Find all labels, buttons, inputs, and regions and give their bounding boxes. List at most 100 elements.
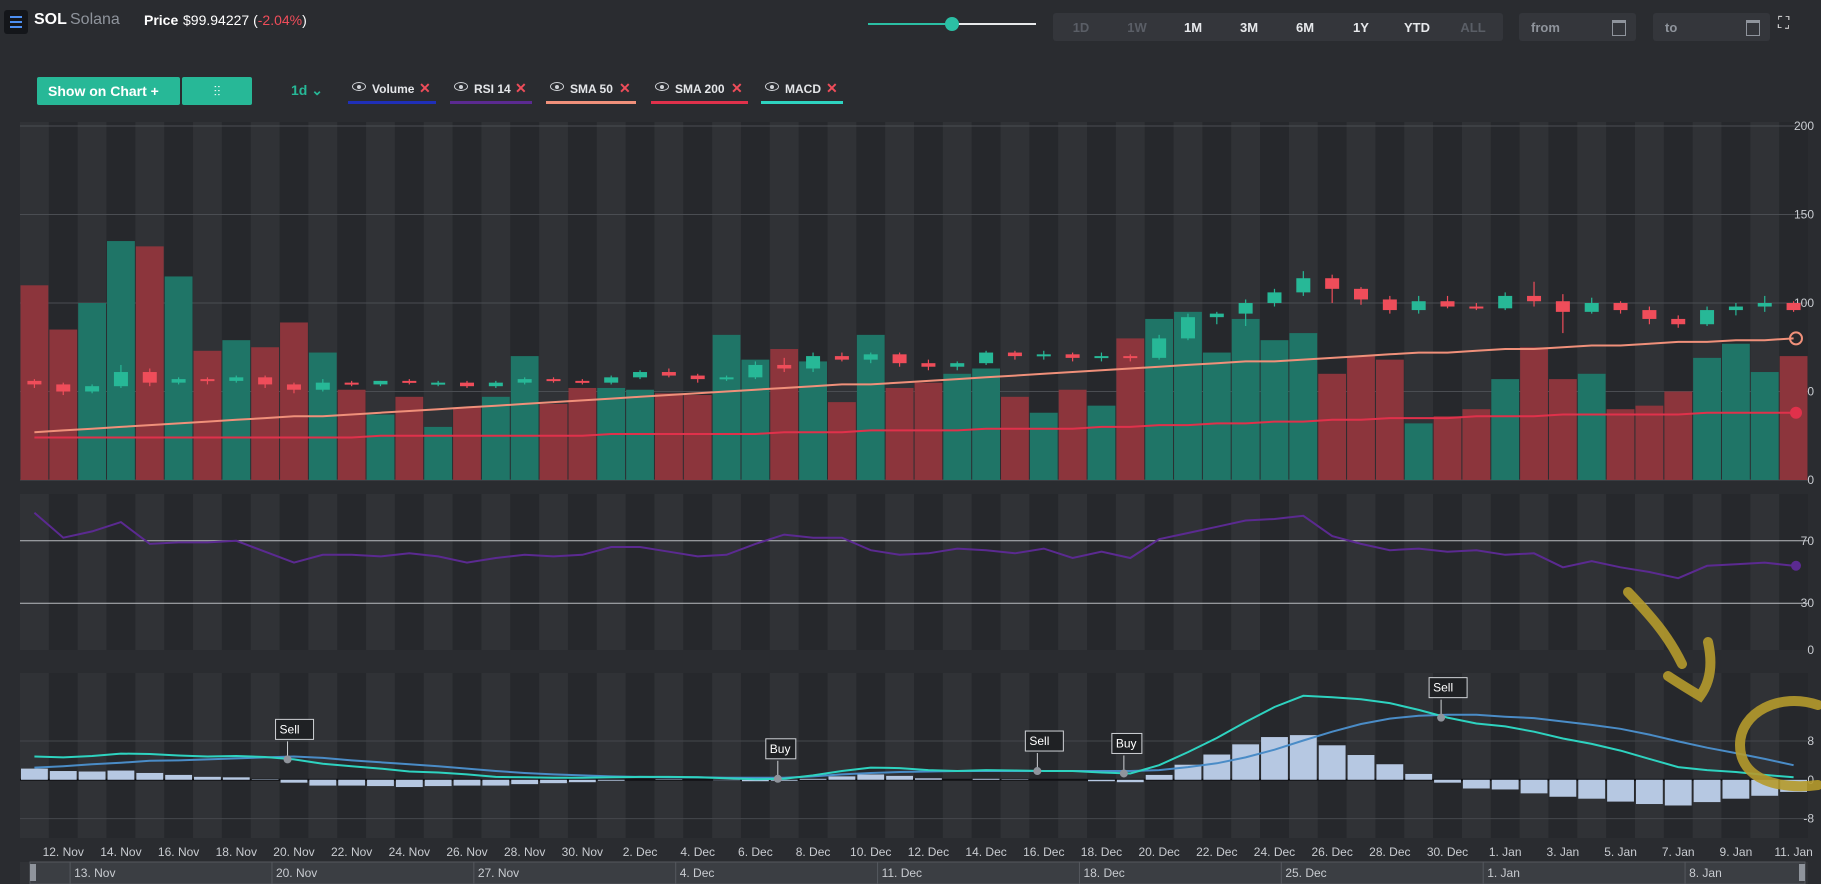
- candle-body: [431, 382, 446, 385]
- remove-icon[interactable]: ✕: [419, 80, 431, 96]
- column-stripe: [885, 494, 914, 650]
- candle-body: [258, 377, 273, 385]
- macd-histogram-bar: [1693, 779, 1721, 803]
- macd-histogram-bar: [1751, 779, 1779, 796]
- remove-icon[interactable]: ✕: [515, 80, 527, 96]
- macd-histogram-bar: [1203, 754, 1231, 780]
- column-stripe: [1115, 673, 1145, 838]
- candle-body: [604, 377, 619, 383]
- remove-icon[interactable]: ✕: [826, 80, 838, 96]
- volume-bar: [856, 334, 885, 480]
- macd-histogram-bar: [540, 779, 567, 784]
- candle-body: [488, 382, 503, 387]
- remove-icon[interactable]: ✕: [619, 80, 631, 96]
- candle-body: [1094, 356, 1109, 359]
- column-stripe: [308, 494, 338, 650]
- range-3m[interactable]: 3M: [1239, 20, 1259, 35]
- candle-body: [1238, 303, 1253, 314]
- column-stripe: [423, 122, 453, 480]
- macd-axis-label: -8: [1803, 812, 1814, 826]
- column-stripe: [366, 494, 395, 650]
- range-1w[interactable]: 1W: [1127, 20, 1147, 35]
- zoom-slider[interactable]: [868, 17, 1036, 31]
- column-stripe: [308, 122, 338, 480]
- column-stripe: [308, 673, 338, 838]
- candle-body: [1527, 295, 1542, 302]
- volume-bar: [107, 241, 135, 480]
- column-stripe: [1058, 673, 1088, 838]
- range-all[interactable]: ALL: [1460, 20, 1486, 35]
- eye-icon[interactable]: [765, 82, 779, 91]
- indicator-label: Volume: [372, 82, 415, 96]
- macd-axis-label: 0: [1807, 773, 1814, 787]
- volume-bar: [827, 402, 856, 480]
- macd-histogram-bar: [280, 779, 308, 783]
- column-stripe: [1115, 122, 1145, 480]
- show-on-chart-button[interactable]: Show on Chart +: [37, 77, 180, 105]
- indicator-sma50[interactable]: SMA 50 ✕: [546, 72, 636, 104]
- fullscreen-icon[interactable]: ⛶: [1778, 15, 1790, 32]
- macd-histogram-bar: [1376, 764, 1404, 780]
- column-stripe: [1461, 494, 1491, 650]
- candlestick-icon[interactable]: ⫶⫶: [182, 77, 252, 105]
- range-ytd[interactable]: YTD: [1404, 20, 1430, 35]
- price-change: -2.04%: [257, 12, 303, 28]
- macd-histogram-bar: [568, 779, 596, 783]
- volume-bar: [193, 350, 222, 480]
- indicator-volume[interactable]: Volume ✕: [348, 72, 436, 104]
- range-1m[interactable]: 1M: [1183, 20, 1203, 35]
- navigator-label: 4. Dec: [680, 866, 715, 880]
- calendar-icon[interactable]: [1612, 20, 1626, 36]
- volume-bar: [1520, 347, 1548, 480]
- candle-body: [1382, 299, 1397, 311]
- range-6m[interactable]: 6M: [1295, 20, 1315, 35]
- candle-body: [85, 386, 100, 392]
- x-axis-label: 28. Nov: [504, 845, 545, 859]
- column-stripe: [1519, 122, 1549, 480]
- indicator-rsi[interactable]: RSI 14 ✕: [450, 72, 532, 104]
- column-stripe: [827, 122, 857, 480]
- volume-bar: [1693, 357, 1721, 480]
- from-date-input[interactable]: from: [1519, 13, 1636, 41]
- remove-icon[interactable]: ✕: [731, 80, 743, 96]
- macd-histogram-bar: [770, 779, 798, 781]
- volume-bar: [280, 322, 308, 480]
- candle-body: [979, 352, 994, 364]
- volume-bar: [1145, 318, 1174, 480]
- column-stripe: [1634, 494, 1664, 650]
- range-1y[interactable]: 1Y: [1353, 20, 1369, 35]
- column-stripe: [1288, 122, 1318, 480]
- volume-bar: [1491, 379, 1520, 480]
- indicator-underline: [761, 101, 843, 104]
- interval-select[interactable]: 1d ⌄: [291, 82, 323, 99]
- column-stripe: [1173, 494, 1203, 650]
- volume-bar: [972, 368, 1001, 480]
- candle-body: [1036, 354, 1051, 357]
- macd-histogram-bar: [1405, 773, 1433, 780]
- indicator-sma200[interactable]: SMA 200 ✕: [651, 72, 748, 104]
- x-axis-label: 6. Dec: [738, 845, 773, 859]
- eye-icon[interactable]: [655, 82, 669, 91]
- macd-histogram-bar: [1491, 779, 1519, 790]
- calendar-icon[interactable]: [1746, 20, 1760, 36]
- menu-icon[interactable]: [4, 10, 28, 34]
- panel-background: [20, 122, 1808, 480]
- column-stripe: [1115, 494, 1145, 650]
- zoom-slider-fill: [868, 23, 952, 25]
- eye-icon[interactable]: [550, 82, 564, 91]
- volume-bar: [20, 285, 49, 480]
- column-stripe: [1000, 122, 1030, 480]
- to-date-input[interactable]: to: [1653, 13, 1770, 41]
- macd-histogram-bar: [367, 779, 394, 787]
- volume-bar: [1721, 343, 1750, 480]
- column-stripe: [654, 673, 684, 838]
- indicator-macd[interactable]: MACD ✕: [761, 72, 843, 104]
- zoom-slider-handle[interactable]: [945, 17, 959, 31]
- column-stripe: [769, 673, 799, 838]
- column-stripe: [77, 494, 107, 650]
- eye-icon[interactable]: [352, 82, 366, 91]
- eye-icon[interactable]: [454, 82, 468, 91]
- volume-bar: [1289, 333, 1318, 480]
- range-1d[interactable]: 1D: [1072, 20, 1090, 35]
